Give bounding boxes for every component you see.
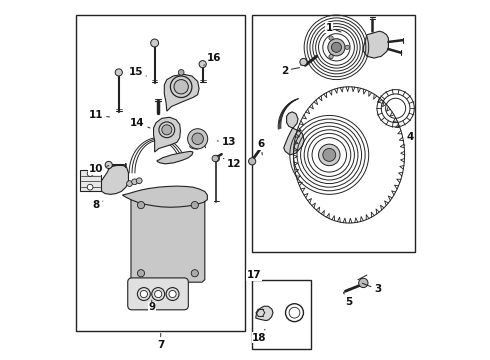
Polygon shape: [256, 306, 273, 320]
Bar: [252, 280, 311, 348]
Text: 4: 4: [404, 132, 414, 145]
Circle shape: [137, 202, 145, 209]
Circle shape: [212, 155, 219, 162]
Circle shape: [155, 291, 162, 298]
Circle shape: [115, 69, 122, 76]
Text: 15: 15: [128, 67, 147, 77]
Polygon shape: [95, 165, 128, 194]
Text: 11: 11: [89, 111, 110, 121]
Circle shape: [169, 291, 176, 298]
Circle shape: [329, 54, 333, 59]
Polygon shape: [164, 74, 199, 111]
Polygon shape: [122, 186, 207, 207]
Circle shape: [126, 181, 132, 186]
Circle shape: [328, 39, 345, 56]
Circle shape: [162, 125, 172, 135]
Polygon shape: [284, 112, 304, 155]
Circle shape: [345, 45, 349, 49]
Polygon shape: [80, 170, 101, 192]
Circle shape: [105, 161, 112, 168]
Circle shape: [329, 36, 333, 40]
Circle shape: [87, 171, 93, 176]
Circle shape: [199, 60, 206, 68]
Circle shape: [174, 80, 188, 94]
Bar: [76, 15, 245, 330]
Text: 12: 12: [223, 158, 242, 169]
Text: 6: 6: [258, 139, 265, 155]
Text: 5: 5: [343, 293, 353, 307]
Text: 2: 2: [281, 66, 300, 76]
Text: 9: 9: [148, 300, 155, 312]
Circle shape: [248, 158, 256, 165]
Polygon shape: [364, 31, 389, 58]
Text: 1: 1: [326, 23, 341, 33]
Circle shape: [192, 133, 203, 144]
Text: 14: 14: [130, 118, 150, 128]
Polygon shape: [157, 151, 193, 164]
Circle shape: [359, 278, 368, 288]
Text: 10: 10: [89, 164, 109, 174]
Text: 7: 7: [157, 333, 165, 350]
Circle shape: [300, 58, 307, 66]
Text: 13: 13: [217, 138, 236, 147]
Circle shape: [178, 69, 184, 75]
Bar: [252, 15, 416, 252]
Circle shape: [132, 179, 137, 185]
FancyBboxPatch shape: [128, 278, 188, 310]
Circle shape: [331, 42, 342, 52]
Text: 8: 8: [93, 200, 103, 210]
Polygon shape: [153, 117, 180, 152]
Circle shape: [151, 39, 159, 47]
Text: 17: 17: [246, 270, 261, 280]
Circle shape: [140, 291, 147, 298]
Circle shape: [87, 184, 93, 190]
Text: 16: 16: [204, 53, 222, 65]
Circle shape: [191, 202, 198, 209]
Circle shape: [318, 144, 340, 166]
Circle shape: [188, 129, 208, 149]
Text: 18: 18: [252, 329, 267, 343]
Circle shape: [323, 148, 336, 161]
Circle shape: [191, 270, 198, 277]
Polygon shape: [131, 195, 205, 282]
Circle shape: [136, 178, 142, 184]
Circle shape: [137, 270, 145, 277]
Circle shape: [213, 155, 220, 162]
Text: 3: 3: [362, 283, 381, 294]
